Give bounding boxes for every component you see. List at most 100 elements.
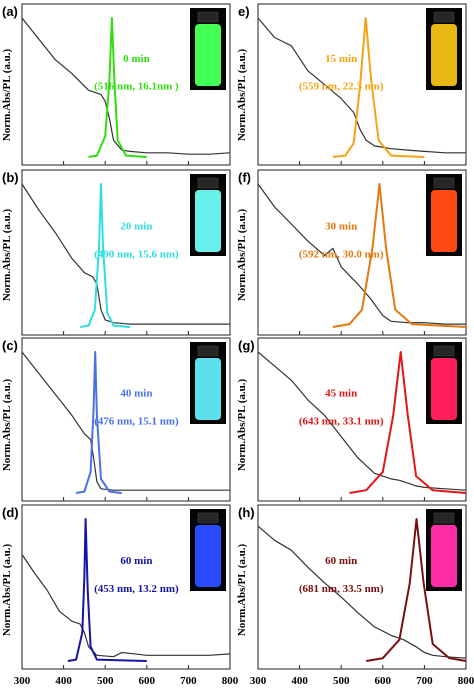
panel-letter: (c) xyxy=(2,338,18,353)
absorption-series-line xyxy=(21,17,231,155)
vial-glow xyxy=(195,525,221,587)
vial-cap xyxy=(197,512,219,524)
y-axis-label-left: Norm.Abs/PL (a.u.) xyxy=(1,49,13,142)
annotation-peak: (453 nm, 13.2 nm) xyxy=(94,583,179,595)
annotation-peak: (490 nm, 15.6 nm) xyxy=(94,248,179,260)
y-axis-label-right: Norm.Abs/PL (a.u.) xyxy=(236,379,248,472)
panel-letter: (h) xyxy=(238,505,255,520)
annotation-time: 60 min xyxy=(325,555,357,567)
panel-letter: e) xyxy=(238,4,250,19)
panel-e: e) 15 min (559 nm, 22.3 nm) xyxy=(238,3,467,166)
panel-a: (a) 0 min (516 nm, 16.1nm ) xyxy=(2,3,231,166)
annotation-peak: (476 nm, 15.1 nm) xyxy=(94,415,179,427)
annotation-peak: (681 nm, 33.5 nm) xyxy=(299,583,384,595)
annotation-peak: (516 nm, 16.1nm ) xyxy=(94,80,179,92)
vial-photo xyxy=(426,8,462,90)
panel-h: (h) 60 min (681 nm, 33.5 nm) xyxy=(238,504,467,670)
x-tick-label: 700 xyxy=(180,675,197,687)
absorption-series-line xyxy=(21,351,230,491)
x-tick-label: 500 xyxy=(97,675,114,687)
vial-glow xyxy=(431,24,457,86)
annotation-peak: (643 nm, 33.1 nm) xyxy=(299,415,384,427)
vial-photo xyxy=(190,8,226,90)
plot-frame xyxy=(21,504,231,670)
annotation-time: 40 min xyxy=(120,388,152,400)
annotation-time: 15 min xyxy=(325,53,357,65)
annotation-peak: (592 nm, 30.0 nm) xyxy=(299,248,384,260)
plot-frame xyxy=(257,3,467,166)
absorption-series-line xyxy=(257,351,467,491)
plot-frame xyxy=(257,169,467,336)
vial-cap xyxy=(433,11,455,23)
vial-glow xyxy=(195,24,221,86)
vial-cap xyxy=(433,345,455,357)
pl-series-line xyxy=(349,351,467,494)
vial-cap xyxy=(197,11,219,23)
vial-photo xyxy=(190,174,226,256)
x-tick-label: 800 xyxy=(222,675,239,687)
annotation-time: 0 min xyxy=(123,53,150,65)
pl-series-line xyxy=(88,17,147,158)
vial-cap xyxy=(197,345,219,357)
x-tick-label: 300 xyxy=(250,675,267,687)
annotation-time: 30 min xyxy=(325,220,357,232)
panel-letter: (a) xyxy=(2,4,18,19)
panel-letter: (b) xyxy=(2,170,19,185)
y-axis-label-left: Norm.Abs/PL (a.u.) xyxy=(1,379,13,472)
y-axis-label-right: Norm.Abs/PL (a.u.) xyxy=(236,544,248,637)
absorption-series-line xyxy=(21,183,230,325)
y-axis-label-left: Norm.Abs/PL (a.u.) xyxy=(1,209,13,302)
x-tick-label: 400 xyxy=(55,675,72,687)
vial-glow xyxy=(195,358,221,420)
vial-photo xyxy=(426,174,462,256)
vial-photo xyxy=(190,509,226,591)
x-tick-label: 700 xyxy=(416,675,433,687)
vial-glow xyxy=(431,358,457,420)
y-axis-label-right: Norm.Abs/PL (a.u.) xyxy=(236,209,248,302)
pl-series-line xyxy=(75,351,122,494)
absorption-series-line xyxy=(257,525,467,659)
plot-frame xyxy=(257,504,467,670)
panel-g: (g) 45 min (643 nm, 33.1 nm) xyxy=(238,337,467,502)
y-axis-label-left: Norm.Abs/PL (a.u.) xyxy=(1,544,13,637)
x-tick-label: 600 xyxy=(375,675,392,687)
annotation-time: 20 min xyxy=(120,220,152,232)
vial-glow xyxy=(431,525,457,587)
panel-letter: (d) xyxy=(2,505,19,520)
pl-series-line xyxy=(332,183,467,328)
panel-letter: (g) xyxy=(238,338,255,353)
plot-frame xyxy=(21,169,231,336)
panel-d: (d) 60 min (453 nm, 13.2 nm) xyxy=(2,504,231,670)
x-tick-label: 500 xyxy=(333,675,350,687)
vial-photo xyxy=(190,342,226,424)
panel-c: (c) 40 min (476 nm, 15.1 nm) xyxy=(2,337,231,502)
absorption-series-line xyxy=(257,17,466,154)
vial-cap xyxy=(433,512,455,524)
x-tick-label: 400 xyxy=(291,675,308,687)
annotation-time: 45 min xyxy=(325,388,357,400)
annotation-peak: (559 nm, 22.3 nm) xyxy=(299,80,384,92)
plot-frame xyxy=(21,337,231,502)
vial-photo xyxy=(426,342,462,424)
plot-frame xyxy=(21,3,231,166)
x-tick-label: 600 xyxy=(139,675,156,687)
plot-frame xyxy=(257,337,467,502)
vial-glow xyxy=(431,190,457,252)
panel-letter: (f) xyxy=(238,170,251,185)
panel-b: (b) 20 min (490 nm, 15.6 nm) xyxy=(2,169,231,336)
pl-series-line xyxy=(67,518,147,662)
x-tick-label: 800 xyxy=(458,675,474,687)
x-tick-label: 300 xyxy=(14,675,31,687)
annotation-time: 60 min xyxy=(120,555,152,567)
absorption-series-line xyxy=(257,183,466,325)
vial-cap xyxy=(433,177,455,189)
vial-cap xyxy=(197,177,219,189)
vial-photo xyxy=(426,509,462,591)
pl-series-line xyxy=(366,518,467,662)
pl-series-line xyxy=(332,17,425,158)
y-axis-label-right: Norm.Abs/PL (a.u.) xyxy=(236,49,248,142)
panel-f: (f) 30 min (592 nm, 30.0 nm) xyxy=(238,169,467,336)
vial-glow xyxy=(195,190,221,252)
pl-series-line xyxy=(80,183,131,328)
